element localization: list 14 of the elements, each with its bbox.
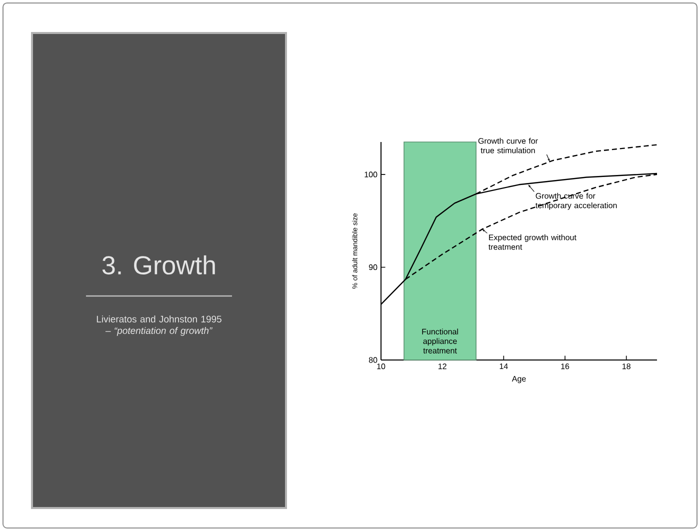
text: Livieratos and Johnston 1995 – “potentiation of growth” <box>96 316 222 336</box>
x-tick-label: 16 <box>561 363 570 370</box>
x-tick-label: 18 <box>622 363 630 370</box>
x-axis-title: Age <box>512 376 526 384</box>
x-tick-label: 12 <box>438 363 446 370</box>
y-tick-label: 100 <box>364 172 378 178</box>
band-label: Functional appliance treatment <box>422 328 458 354</box>
y-tick-label: 90 <box>368 264 378 270</box>
x-tick-label: 10 <box>377 363 386 370</box>
y-tick-label: 80 <box>368 357 378 363</box>
x-tick-label: 14 <box>500 364 508 370</box>
text: 3. Growth <box>102 255 215 275</box>
annotation: Growth curve for true stimulation <box>478 138 538 154</box>
annotation: Expected growth without treatment <box>488 234 576 250</box>
